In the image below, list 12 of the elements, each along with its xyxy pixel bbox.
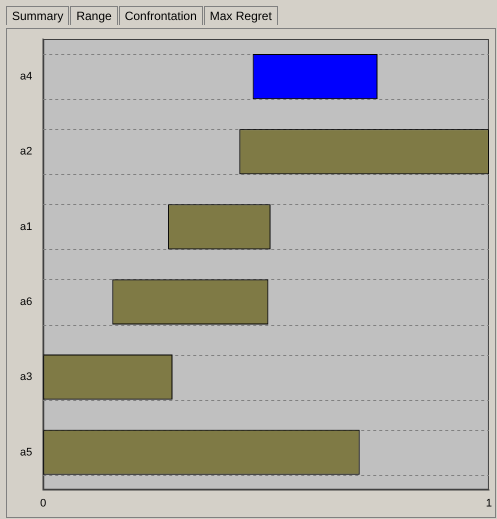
- text: Max Regret: [204, 6, 278, 25]
- text: Range: [70, 6, 118, 25]
- y-tick-label: a1: [20, 220, 32, 233]
- y-tick-label: a3: [20, 371, 32, 384]
- y-tick-label: a4: [20, 70, 32, 83]
- text: Summary: [6, 6, 70, 25]
- y-tick-label: a6: [20, 296, 32, 308]
- y-tick-label: a5: [20, 446, 32, 458]
- x-tick-label: 1: [486, 497, 492, 510]
- text: Confrontation: [118, 6, 203, 25]
- x-tick-label: 0: [40, 497, 46, 510]
- y-tick-label: a2: [20, 146, 32, 158]
